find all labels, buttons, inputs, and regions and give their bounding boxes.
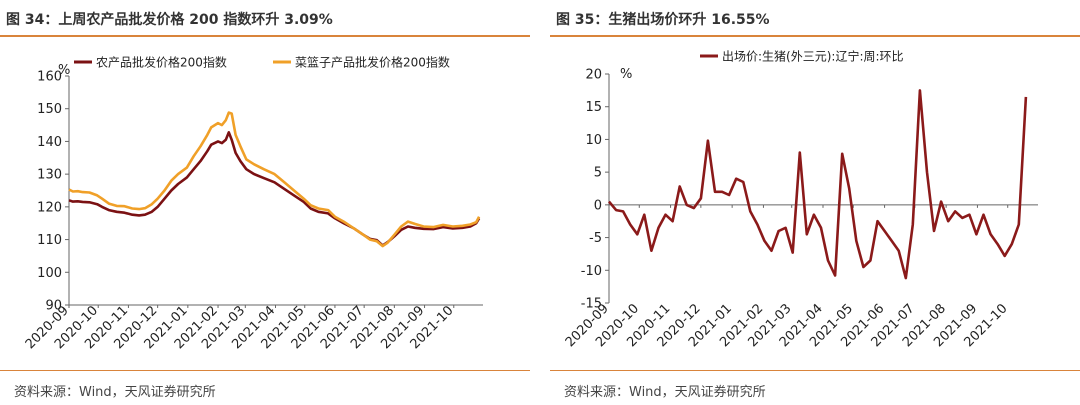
- series-line: [68, 131, 481, 247]
- y-tick-label: 10: [585, 133, 602, 148]
- y-tick-label: 15: [585, 100, 602, 115]
- y-tick-label: 160: [37, 70, 62, 85]
- y-unit-label: %: [58, 63, 70, 78]
- y-tick-label: 110: [37, 233, 62, 248]
- y-tick-label: 140: [37, 135, 62, 150]
- figure-title: 图 35：生猪出场价环升 16.55%: [556, 12, 770, 28]
- source-note: 资料来源：Wind，天风证券研究所: [564, 385, 766, 400]
- y-tick-label: 150: [37, 102, 62, 117]
- chart-panel-left: 图 34：上周农产品批发价格 200 指数环升 3.09% 90 100 110 12…: [0, 0, 530, 405]
- legend-label: 菜篮子产品批发价格200指数: [295, 55, 450, 70]
- y-tick-label: 130: [37, 168, 62, 183]
- y-tick-label: -5: [589, 231, 602, 246]
- source-rule: [550, 370, 1080, 371]
- line-chart: -15-10-5051015202020-092020-102020-11202…: [563, 49, 1038, 350]
- series-line: [608, 89, 1028, 280]
- source-note: 资料来源：Wind，天风证券研究所: [14, 385, 216, 400]
- y-unit-label: %: [620, 67, 632, 82]
- y-tick-label: 90: [45, 299, 62, 314]
- y-tick-label: -15: [581, 297, 602, 312]
- y-tick-label: 0: [594, 198, 602, 213]
- legend-label: 农产品批发价格200指数: [96, 55, 227, 70]
- title-rule: [0, 35, 530, 37]
- y-tick-label: 5: [594, 166, 602, 181]
- series-line: [68, 111, 481, 248]
- chart-panel-right: 图 35：生猪出场价环升 16.55% -15 -10 -5 0 5 10 15 20 2020…: [550, 0, 1080, 405]
- y-tick-label: 120: [37, 200, 62, 215]
- figure-title: 图 34：上周农产品批发价格 200 指数环升 3.09%: [6, 12, 333, 28]
- source-rule: [0, 370, 530, 371]
- line-chart: 901001101201301401501602020-092020-10202…: [23, 55, 483, 352]
- title-rule: [550, 35, 1080, 37]
- legend-label: 出场价:生猪(外三元):辽宁:周:环比: [722, 49, 904, 64]
- y-tick-label: -10: [581, 264, 602, 279]
- y-tick-label: 20: [585, 68, 602, 83]
- y-tick-label: 100: [37, 266, 62, 281]
